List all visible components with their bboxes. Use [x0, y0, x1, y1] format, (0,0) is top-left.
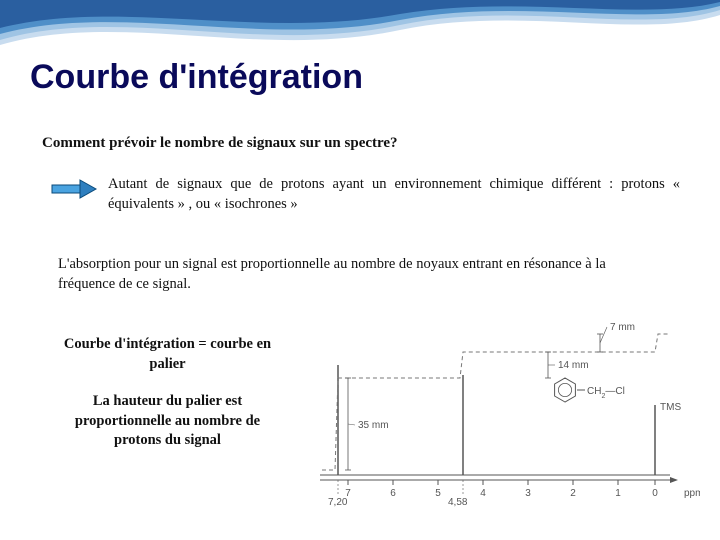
arrow-text: Autant de signaux que de protons ayant u… [108, 175, 680, 214]
svg-text:3: 3 [525, 488, 531, 499]
svg-text:TMS: TMS [660, 402, 681, 413]
svg-text:7,20: 7,20 [328, 497, 348, 508]
svg-text:0: 0 [652, 488, 658, 499]
caption-block-1: Courbe d'intégration = courbe en palier [60, 335, 275, 374]
svg-text:5: 5 [435, 488, 441, 499]
svg-text:ppm: ppm [684, 488, 700, 499]
left-caption: Courbe d'intégration = courbe en palier … [60, 335, 275, 451]
slide-title: Courbe d'intégration [30, 58, 363, 97]
svg-text:4: 4 [480, 488, 486, 499]
svg-text:35 mm: 35 mm [358, 420, 389, 431]
svg-text:4,58: 4,58 [448, 497, 468, 508]
svg-text:6: 6 [390, 488, 396, 499]
svg-text:CH2—Cl: CH2—Cl [587, 386, 625, 400]
arrow-paragraph: Autant de signaux que de protons ayant u… [50, 175, 680, 214]
svg-text:2: 2 [570, 488, 576, 499]
nmr-chart: 76543210ppm35 mm14 mm7 mm7,204,58TMSCH2—… [300, 310, 700, 520]
svg-text:14 mm: 14 mm [558, 360, 589, 371]
svg-text:7 mm: 7 mm [610, 322, 635, 333]
paragraph-absorption: L'absorption pour un signal est proporti… [58, 255, 658, 294]
arrow-right-icon [50, 177, 98, 201]
caption-block-2: La hauteur du palier est proportionnelle… [60, 392, 275, 451]
svg-text:1: 1 [615, 488, 621, 499]
slide-subtitle: Comment prévoir le nombre de signaux sur… [42, 135, 398, 152]
